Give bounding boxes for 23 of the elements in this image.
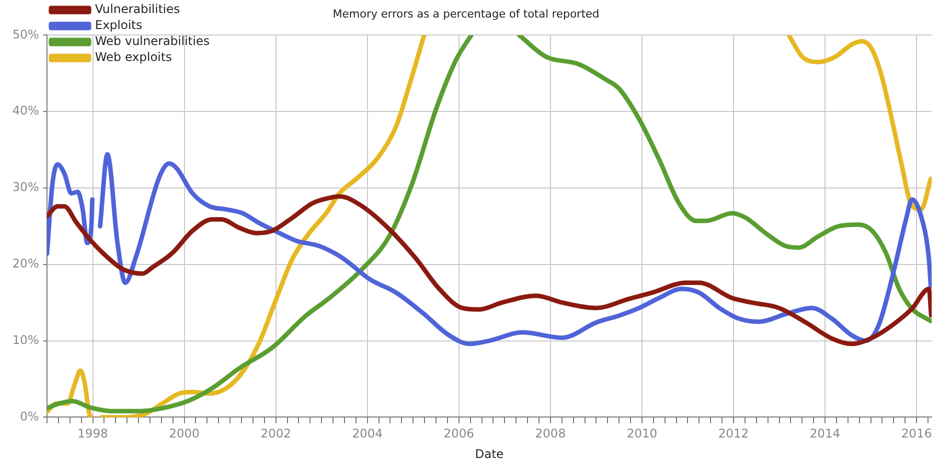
x-tick-label: 2006	[444, 426, 474, 441]
y-tick-label: 30%	[12, 180, 39, 194]
y-tick-label: 50%	[12, 27, 39, 42]
x-axis-title: Date	[474, 446, 504, 461]
x-tick-label: 2002	[260, 426, 292, 441]
legend-label: Vulnerabilities	[95, 2, 180, 16]
x-tick-label: 1998	[77, 426, 108, 441]
x-tick-label: 2014	[810, 426, 840, 441]
y-tick-label: 0%	[20, 409, 39, 424]
chart-title: Memory errors as a percentage of total reported	[332, 7, 600, 20]
legend-label: Web exploits	[95, 50, 172, 64]
x-tick-label: 2008	[535, 426, 566, 441]
x-tick-label: 2010	[626, 426, 658, 441]
y-tick-label: 20%	[12, 256, 39, 271]
legend-label: Exploits	[95, 18, 142, 32]
y-tick-label: 10%	[12, 332, 39, 347]
y-tick-label: 40%	[12, 104, 39, 118]
x-tick-label: 2000	[169, 426, 200, 441]
line-series	[47, 194, 932, 346]
x-tick-label: 2016	[901, 426, 932, 441]
legend-label: Web vulnerabilities	[95, 34, 210, 48]
x-tick-label: 2004	[352, 426, 383, 441]
x-tick-label: 2012	[718, 426, 749, 441]
